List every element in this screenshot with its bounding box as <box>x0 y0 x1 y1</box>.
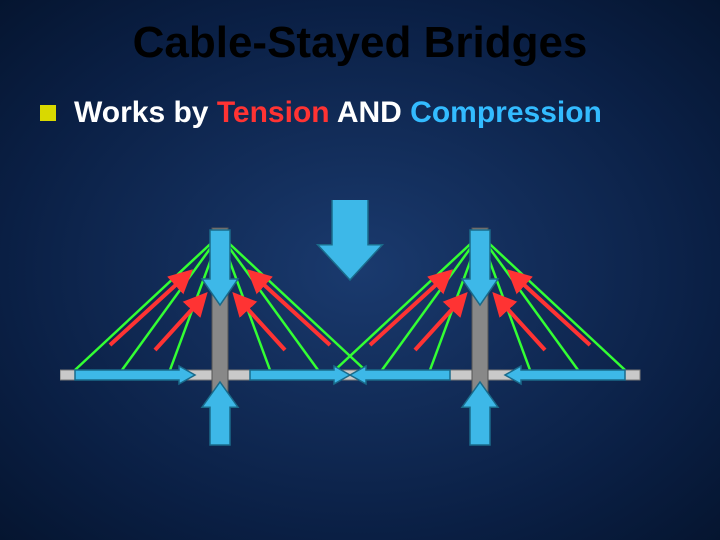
subtitle-part: AND <box>330 96 411 130</box>
subtitle-part: Tension <box>217 96 330 130</box>
bullet-row: Works by Tension AND Compression <box>40 96 720 130</box>
bridge-diagram <box>60 200 660 460</box>
subtitle-part: Compression <box>410 96 602 130</box>
bullet-icon <box>40 105 56 121</box>
slide-title: Cable-Stayed Bridges <box>0 0 720 68</box>
subtitle-part: Works by <box>74 96 217 130</box>
slide-subtitle: Works by Tension AND Compression <box>74 96 602 130</box>
